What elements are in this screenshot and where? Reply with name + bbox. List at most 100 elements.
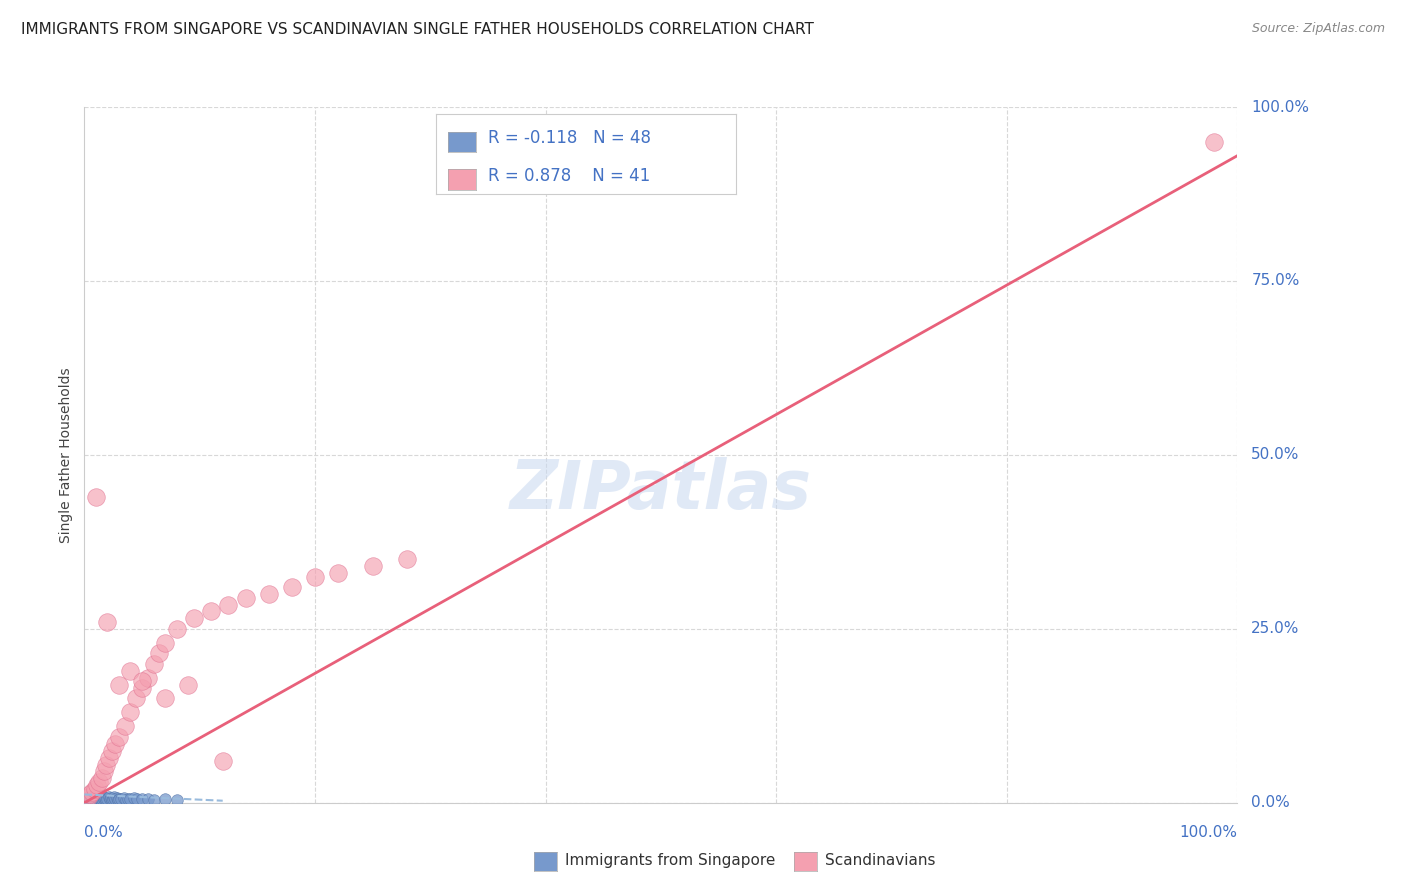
Point — [108, 791, 131, 805]
Point — [114, 719, 136, 733]
Point — [104, 737, 127, 751]
Text: ZIPatlas: ZIPatlas — [510, 457, 811, 523]
Point — [108, 677, 131, 691]
Point — [142, 793, 165, 807]
Point — [131, 674, 153, 689]
Point — [90, 772, 112, 786]
Text: 0.0%: 0.0% — [1251, 796, 1291, 810]
Point — [89, 791, 111, 805]
Text: R = 0.878    N = 41: R = 0.878 N = 41 — [488, 168, 650, 186]
Point — [96, 791, 118, 805]
Point — [82, 785, 104, 799]
Text: 75.0%: 75.0% — [1251, 274, 1299, 288]
Point — [89, 793, 111, 807]
Y-axis label: Single Father Households: Single Father Households — [59, 368, 73, 542]
Point — [76, 791, 98, 805]
Point — [76, 793, 98, 807]
Point — [281, 580, 304, 594]
Point — [104, 792, 127, 806]
Point — [89, 775, 111, 789]
Point — [142, 657, 165, 671]
Point — [218, 598, 240, 612]
Point — [200, 605, 222, 619]
Point — [84, 791, 107, 805]
Point — [87, 792, 110, 806]
Point — [77, 790, 100, 805]
Point — [80, 790, 103, 805]
Point — [86, 790, 108, 805]
Point — [93, 792, 115, 806]
Text: R = -0.118   N = 48: R = -0.118 N = 48 — [488, 129, 651, 147]
Point — [83, 781, 105, 796]
Point — [79, 788, 101, 802]
Point — [136, 671, 159, 685]
Text: Immigrants from Singapore: Immigrants from Singapore — [565, 854, 776, 868]
Point — [131, 791, 153, 805]
Point — [304, 570, 326, 584]
Point — [91, 790, 114, 805]
Text: Scandinavians: Scandinavians — [825, 854, 936, 868]
Point — [83, 791, 105, 805]
Point — [105, 791, 128, 805]
Point — [112, 791, 135, 805]
Point — [120, 792, 142, 806]
Point — [96, 615, 118, 629]
Point — [77, 792, 100, 806]
Point — [94, 791, 117, 805]
Point — [166, 793, 188, 807]
Point — [153, 792, 176, 806]
Point — [108, 730, 131, 744]
Point — [153, 636, 176, 650]
Point — [79, 789, 101, 804]
Point — [235, 591, 257, 605]
Point — [125, 691, 148, 706]
Point — [1204, 135, 1226, 149]
Point — [79, 791, 101, 805]
Text: 100.0%: 100.0% — [1180, 825, 1237, 840]
Point — [101, 793, 124, 807]
Point — [166, 622, 188, 636]
Point — [136, 792, 159, 806]
Point — [122, 791, 145, 805]
Text: Source: ZipAtlas.com: Source: ZipAtlas.com — [1251, 22, 1385, 36]
Point — [101, 744, 124, 758]
Text: IMMIGRANTS FROM SINGAPORE VS SCANDINAVIAN SINGLE FATHER HOUSEHOLDS CORRELATION C: IMMIGRANTS FROM SINGAPORE VS SCANDINAVIA… — [21, 22, 814, 37]
Point — [97, 790, 120, 805]
Point — [84, 490, 107, 504]
Point — [326, 566, 349, 581]
Point — [211, 754, 233, 768]
Text: 100.0%: 100.0% — [1251, 100, 1309, 114]
Point — [98, 792, 121, 806]
Point — [120, 706, 142, 720]
Point — [148, 646, 170, 660]
Point — [115, 793, 138, 807]
Point — [86, 778, 108, 792]
Text: 0.0%: 0.0% — [84, 825, 124, 840]
Point — [107, 793, 129, 807]
Point — [80, 793, 103, 807]
Point — [96, 793, 118, 807]
Point — [117, 791, 139, 805]
Point — [103, 791, 124, 805]
Text: 50.0%: 50.0% — [1251, 448, 1299, 462]
Point — [120, 664, 142, 678]
Point — [97, 750, 120, 764]
Point — [82, 792, 104, 806]
Point — [93, 764, 115, 779]
Point — [131, 681, 153, 695]
Point — [76, 791, 98, 805]
Point — [361, 559, 384, 574]
Point — [127, 792, 149, 806]
Point — [110, 792, 132, 806]
Point — [153, 691, 176, 706]
Point — [76, 790, 98, 805]
Point — [183, 611, 205, 625]
Point — [80, 791, 103, 805]
Point — [75, 794, 97, 808]
Point — [96, 757, 118, 772]
Point — [100, 791, 122, 805]
Point — [75, 792, 97, 806]
Point — [177, 677, 200, 691]
Point — [396, 552, 419, 566]
Point — [103, 790, 125, 805]
